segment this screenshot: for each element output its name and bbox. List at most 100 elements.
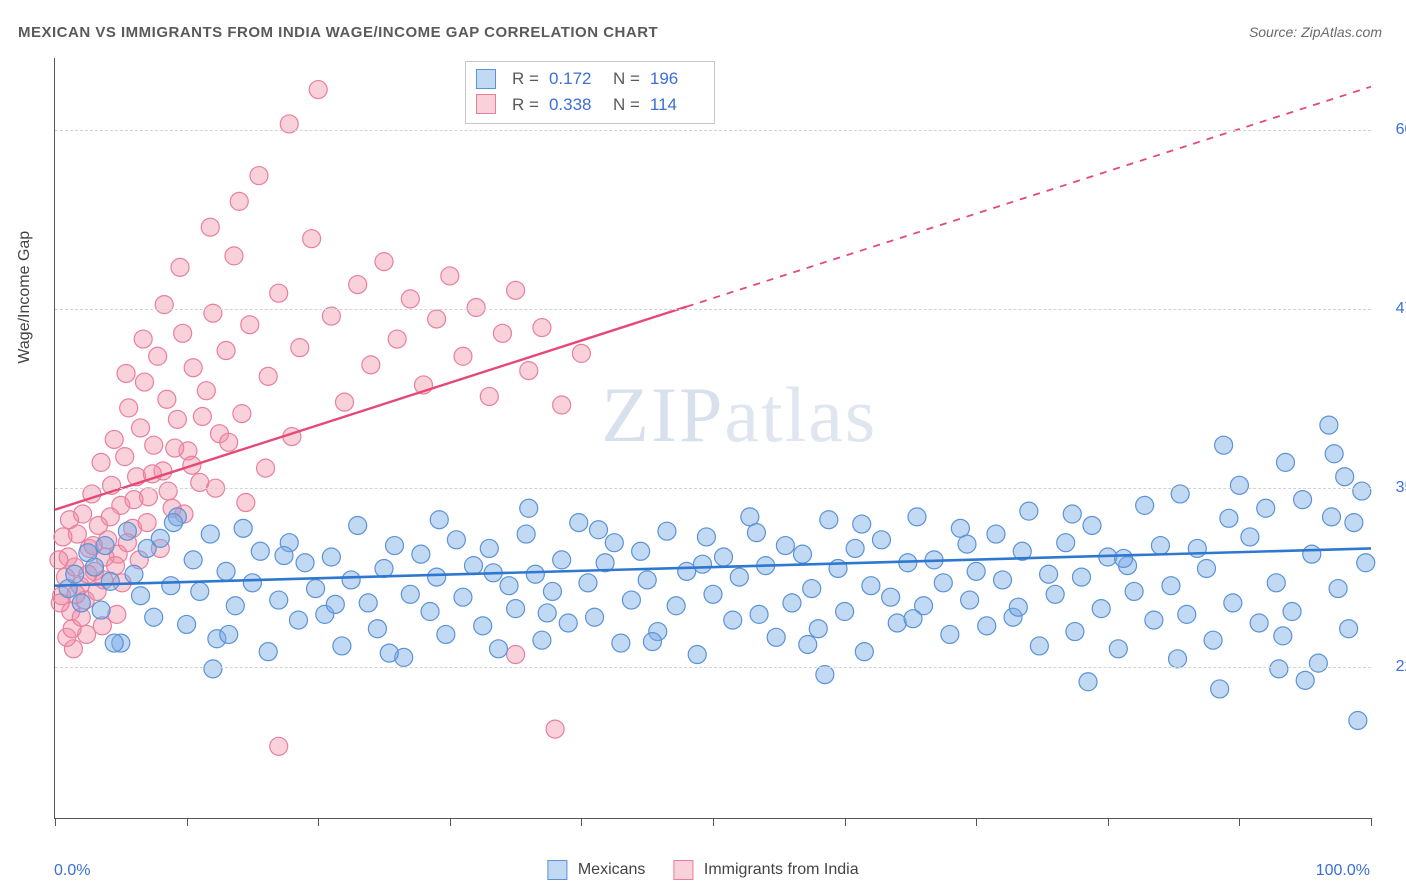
grid-line xyxy=(55,130,1371,131)
scatter-point xyxy=(388,330,406,348)
y-tick-label: 60.0% xyxy=(1381,121,1406,139)
scatter-point xyxy=(1083,516,1101,534)
scatter-point xyxy=(904,610,922,628)
scatter-point xyxy=(1145,611,1163,629)
scatter-point xyxy=(349,516,367,534)
trend-line xyxy=(687,87,1371,307)
x-tick xyxy=(318,818,319,826)
scatter-point xyxy=(241,316,259,334)
scatter-point xyxy=(171,258,189,276)
scatter-point xyxy=(132,419,150,437)
scatter-point xyxy=(1303,545,1321,563)
scatter-point xyxy=(437,625,455,643)
scatter-point xyxy=(1274,627,1292,645)
x-tick xyxy=(581,818,582,826)
scatter-point xyxy=(1325,445,1343,463)
scatter-point xyxy=(92,453,110,471)
scatter-point xyxy=(855,643,873,661)
scatter-point xyxy=(101,508,119,526)
scatter-point xyxy=(145,608,163,626)
scatter-point xyxy=(108,605,126,623)
scatter-point xyxy=(978,617,996,635)
scatter-point xyxy=(533,319,551,337)
x-tick xyxy=(713,818,714,826)
scatter-point xyxy=(237,494,255,512)
scatter-point xyxy=(380,644,398,662)
scatter-point xyxy=(96,537,114,555)
scatter-point xyxy=(296,554,314,572)
scatter-point xyxy=(1040,565,1058,583)
x-tick xyxy=(1239,818,1240,826)
scatter-point xyxy=(117,364,135,382)
scatter-point xyxy=(941,625,959,643)
scatter-point xyxy=(1215,436,1233,454)
x-tick xyxy=(976,818,977,826)
scatter-point xyxy=(134,330,152,348)
scatter-point xyxy=(688,646,706,664)
scatter-point xyxy=(546,720,564,738)
source-label: Source: ZipAtlas.com xyxy=(1249,24,1382,40)
scatter-point xyxy=(704,585,722,603)
scatter-point xyxy=(1030,637,1048,655)
scatter-point xyxy=(50,551,68,569)
scatter-point xyxy=(1224,594,1242,612)
scatter-point xyxy=(809,620,827,638)
scatter-point xyxy=(1178,605,1196,623)
scatter-point xyxy=(85,558,103,576)
scatter-point xyxy=(1092,600,1110,618)
scatter-point xyxy=(375,253,393,271)
scatter-point xyxy=(217,562,235,580)
scatter-point xyxy=(493,324,511,342)
scatter-point xyxy=(586,608,604,626)
scatter-point xyxy=(820,511,838,529)
scatter-point xyxy=(1063,505,1081,523)
scatter-point xyxy=(572,344,590,362)
scatter-point xyxy=(105,430,123,448)
scatter-point xyxy=(386,537,404,555)
scatter-point xyxy=(1057,534,1075,552)
scatter-point xyxy=(226,597,244,615)
scatter-point xyxy=(793,545,811,563)
scatter-point xyxy=(151,529,169,547)
chart-title: MEXICAN VS IMMIGRANTS FROM INDIA WAGE/IN… xyxy=(18,24,658,41)
scatter-point xyxy=(132,587,150,605)
scatter-point xyxy=(178,615,196,633)
scatter-point xyxy=(1270,660,1288,678)
scatter-point xyxy=(480,539,498,557)
scatter-point xyxy=(118,522,136,540)
scatter-point xyxy=(66,565,84,583)
scatter-point xyxy=(159,482,177,500)
scatter-point xyxy=(638,571,656,589)
scatter-point xyxy=(270,284,288,302)
stat-R-label: R = xyxy=(512,66,539,92)
scatter-point xyxy=(1079,673,1097,691)
scatter-point xyxy=(730,568,748,586)
scatter-point xyxy=(553,396,571,414)
scatter-point xyxy=(1336,468,1354,486)
scatter-point xyxy=(234,519,252,537)
scatter-point xyxy=(401,585,419,603)
scatter-point xyxy=(862,577,880,595)
scatter-point xyxy=(961,591,979,609)
scatter-point xyxy=(520,499,538,517)
scatter-point xyxy=(1211,680,1229,698)
scatter-point xyxy=(60,511,78,529)
scatter-point xyxy=(412,545,430,563)
scatter-point xyxy=(882,588,900,606)
scatter-point xyxy=(1257,499,1275,517)
stat-R-label: R = xyxy=(512,92,539,118)
scatter-point xyxy=(270,737,288,755)
scatter-point xyxy=(362,356,380,374)
scatter-point xyxy=(135,373,153,391)
scatter-point xyxy=(553,551,571,569)
scatter-point xyxy=(888,614,906,632)
y-tick-label: 35.0% xyxy=(1381,479,1406,497)
scatter-point xyxy=(233,405,251,423)
scatter-point xyxy=(1115,549,1133,567)
stat-R-pink: 0.338 xyxy=(549,92,603,118)
scatter-point xyxy=(464,557,482,575)
scatter-point xyxy=(401,290,419,308)
scatter-point xyxy=(120,399,138,417)
x-axis-min-label: 0.0% xyxy=(54,862,90,880)
grid-line xyxy=(55,309,1371,310)
